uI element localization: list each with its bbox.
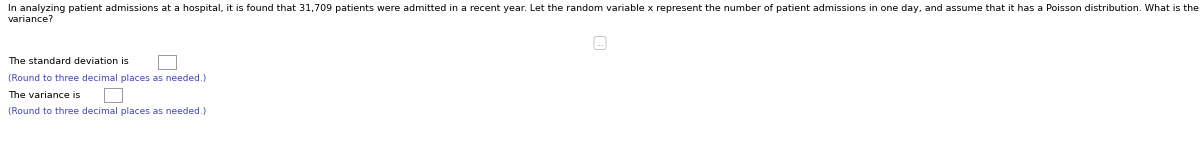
- Text: variance?: variance?: [8, 15, 54, 24]
- Text: In analyzing patient admissions at a hospital, it is found that 31,709 patients : In analyzing patient admissions at a hos…: [8, 4, 1200, 13]
- Text: ...: ...: [596, 38, 604, 47]
- Text: The variance is: The variance is: [8, 90, 80, 100]
- Text: The standard deviation is: The standard deviation is: [8, 57, 128, 67]
- Text: (Round to three decimal places as needed.): (Round to three decimal places as needed…: [8, 74, 206, 83]
- Text: (Round to three decimal places as needed.): (Round to three decimal places as needed…: [8, 107, 206, 116]
